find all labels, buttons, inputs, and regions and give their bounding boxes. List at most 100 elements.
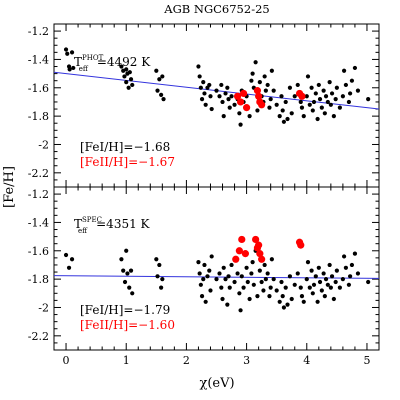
feii-point [253, 87, 262, 95]
fei-point [262, 262, 267, 268]
fei-point [279, 94, 284, 99]
fei-point [366, 279, 371, 285]
fei-point [322, 111, 327, 116]
fei-point [327, 262, 332, 268]
panel-bottom-feii-label: [FeII/H]=−1.60 [80, 318, 175, 332]
fei-point [220, 296, 225, 302]
panel-bottom-fei-label: [FeI/H]=−1.79 [80, 303, 170, 317]
fei-point [349, 262, 355, 268]
y-tick-label: -2 [38, 301, 49, 314]
fei-point [198, 282, 203, 287]
fei-point [217, 271, 222, 276]
fei-point [227, 285, 232, 290]
fei-point [268, 285, 273, 290]
fei-point [130, 82, 135, 88]
fei-point [325, 99, 330, 105]
fei-point [229, 262, 234, 268]
feii-point [255, 241, 263, 249]
fei-point [341, 68, 347, 73]
panel-bottom-frame [53, 186, 380, 351]
fei-point [263, 88, 268, 93]
fei-point [121, 268, 126, 273]
fei-point [63, 47, 69, 52]
fei-point [119, 64, 124, 69]
y-tick-label: -1.4 [28, 216, 49, 229]
fei-point [208, 94, 213, 99]
fei-point [154, 68, 159, 73]
fei-point [317, 97, 323, 102]
fei-point [289, 296, 294, 302]
fei-point [259, 279, 264, 285]
fei-point [334, 85, 339, 90]
fei-point [122, 74, 127, 79]
fei-point [311, 99, 317, 105]
fei-point [352, 251, 358, 256]
y-tick-label: -1.2 [28, 25, 49, 38]
fei-point [298, 285, 303, 290]
fei-point [229, 94, 234, 99]
fei-point [253, 60, 258, 65]
fei-point [261, 288, 266, 293]
fei-point [333, 279, 338, 285]
x-tick-label: 1 [123, 354, 130, 367]
fei-point [313, 91, 318, 96]
y-tick-label: -1.4 [28, 53, 49, 66]
fei-point [159, 92, 164, 97]
fei-point [299, 294, 305, 299]
fei-point [311, 282, 317, 287]
fei-point [301, 114, 306, 119]
fei-point [208, 288, 213, 293]
y-tick-label: -1.8 [28, 110, 49, 123]
fei-point [267, 294, 272, 299]
fei-point [221, 114, 226, 119]
fei-point [322, 294, 327, 299]
y-tick-label: -1.6 [28, 82, 49, 95]
fei-point [292, 282, 297, 287]
fei-point [244, 265, 249, 270]
fei-point [301, 299, 306, 304]
feii-point [239, 89, 248, 98]
fei-point [232, 279, 237, 285]
x-tick-label: 3 [243, 354, 250, 367]
fei-point [157, 77, 162, 82]
fei-point [285, 116, 290, 122]
fei-point [307, 285, 312, 290]
fei-point [262, 74, 267, 79]
fei-point [125, 271, 130, 276]
fei-point [232, 102, 237, 107]
feii-point [297, 241, 305, 249]
fei-point [239, 274, 244, 279]
fei-point [289, 111, 294, 116]
chart-title: AGB NGC6752-25 [163, 2, 269, 16]
feii-point [256, 250, 264, 258]
fei-point [199, 97, 205, 102]
y-axis-title: [Fe/H] [2, 166, 17, 208]
fei-point [274, 102, 279, 107]
panel-top-feii-label: [FeII/H]=−1.67 [80, 155, 175, 169]
fei-point [124, 80, 129, 85]
fei-point [328, 285, 333, 290]
fei-point [67, 67, 72, 72]
fei-point [238, 308, 243, 313]
fei-point [274, 288, 279, 293]
fei-point [313, 274, 318, 279]
fei-point [127, 70, 132, 75]
fei-point [122, 279, 128, 285]
fei-point [307, 102, 312, 107]
panel-top-fei-label: [FeI/H]=−1.68 [80, 140, 170, 154]
fei-point [349, 78, 355, 83]
fei-point [203, 299, 208, 304]
fei-point [257, 80, 262, 85]
fei-point [250, 260, 255, 265]
fei-point [247, 114, 252, 119]
feii-point [241, 250, 249, 258]
fei-point [348, 274, 353, 279]
fei-point [305, 260, 311, 265]
fei-point [154, 257, 159, 262]
feii-point [298, 92, 306, 100]
fei-point [202, 91, 207, 96]
fei-point [281, 119, 287, 124]
y-tick-label: -1.6 [28, 245, 49, 258]
fei-point [304, 94, 309, 99]
fei-point [225, 85, 230, 90]
